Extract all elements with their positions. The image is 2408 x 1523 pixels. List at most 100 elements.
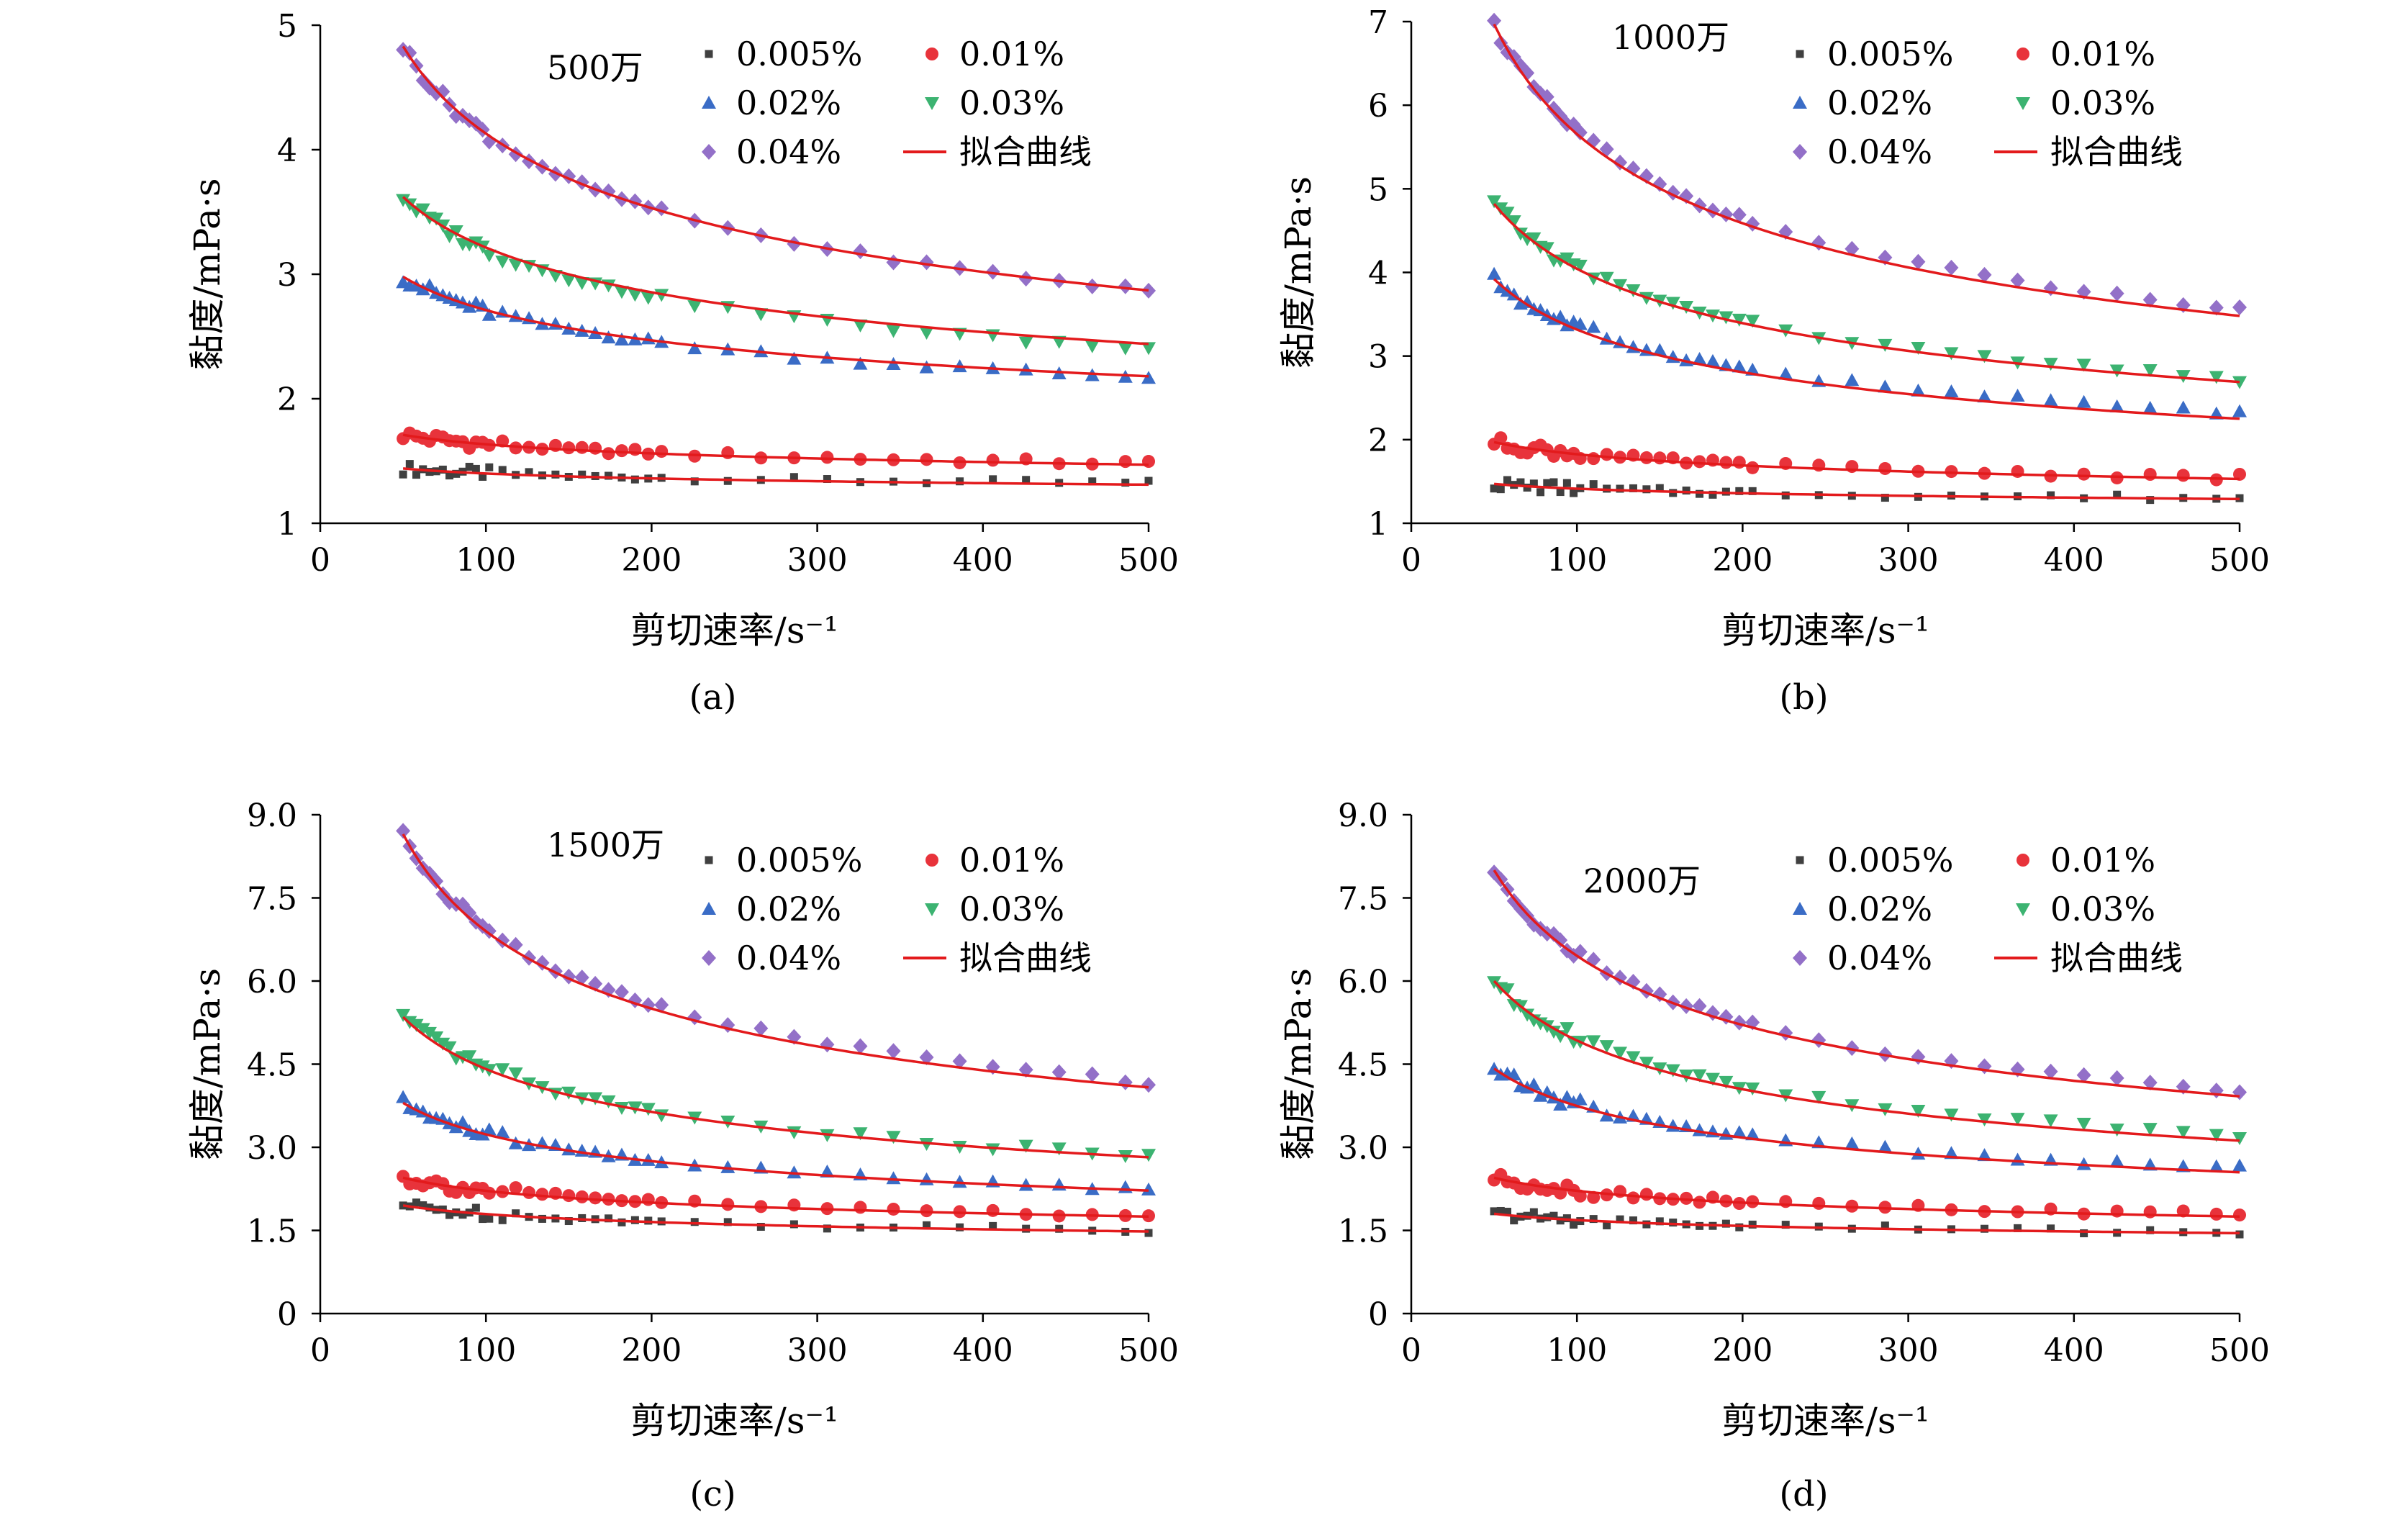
data-point: [561, 274, 576, 288]
data-point: [1781, 491, 1790, 500]
legend-marker: [925, 903, 939, 916]
panel-caption: (d): [1779, 1474, 1828, 1514]
data-point: [1732, 207, 1747, 223]
fit-curve: [1493, 203, 2240, 384]
data-point: [1911, 341, 1926, 355]
data-point: [886, 325, 901, 338]
legend-label: 0.02%: [736, 890, 841, 928]
data-point: [1599, 271, 1614, 285]
data-point: [508, 258, 523, 272]
data-point: [419, 1201, 427, 1210]
x-tick-label: 200: [621, 1332, 682, 1369]
data-point: [1732, 313, 1747, 327]
data-point: [2010, 1113, 2025, 1126]
data-point: [985, 263, 1000, 280]
data-point: [1745, 1082, 1760, 1095]
data-point: [1977, 350, 1992, 363]
legend-marker: [702, 96, 716, 109]
y-tick-label: 9.0: [1338, 797, 1388, 834]
legend-marker: [705, 856, 713, 864]
data-point: [2176, 1204, 2190, 1218]
data-point: [495, 256, 510, 269]
data-point: [508, 1067, 523, 1081]
data-point: [2010, 272, 2025, 289]
data-point: [1629, 484, 1637, 492]
data-point: [2043, 393, 2058, 407]
data-point: [1748, 487, 1757, 495]
data-point: [471, 464, 480, 473]
data-point: [1719, 311, 1734, 325]
legend-marker: [1793, 144, 1807, 160]
data-point: [2010, 1152, 2025, 1166]
y-tick-label: 2: [277, 381, 297, 418]
data-point: [1746, 461, 1760, 474]
data-point: [919, 326, 934, 340]
data-point: [522, 1185, 536, 1199]
data-point: [409, 1018, 424, 1032]
data-point: [1543, 479, 1552, 487]
data-point: [525, 468, 533, 476]
data-point: [1778, 1025, 1793, 1041]
data-point: [471, 1203, 480, 1212]
data-point: [415, 203, 430, 217]
data-point: [2142, 364, 2158, 378]
data-point: [601, 330, 616, 344]
y-tick-label: 6: [1368, 88, 1388, 125]
series-group: [1487, 12, 2247, 505]
data-point: [1845, 1136, 1860, 1149]
y-tick-label: 5: [1368, 171, 1388, 208]
legend: 0.005% 0.01% 0.02% 0.03% 0.04% 拟合曲线: [702, 841, 1092, 977]
data-point: [2209, 299, 2224, 316]
data-point: [923, 1221, 931, 1229]
data-point: [465, 463, 474, 471]
data-point: [687, 300, 702, 314]
data-point: [854, 1201, 867, 1214]
data-point: [1878, 379, 1893, 393]
data-point: [1556, 1216, 1565, 1225]
data-point: [687, 341, 702, 355]
y-tick-label: 7.5: [247, 881, 297, 918]
legend-label: 0.005%: [736, 841, 862, 880]
data-point: [1977, 389, 1992, 403]
data-point: [823, 1224, 831, 1233]
data-point: [479, 472, 487, 481]
panel-annotation: 500万: [547, 48, 643, 87]
data-point: [1705, 353, 1720, 367]
data-point: [2232, 299, 2247, 316]
data-point: [1732, 359, 1747, 373]
data-point: [1719, 456, 1733, 469]
data-point: [2209, 371, 2224, 384]
y-tick-label: 2: [1368, 422, 1388, 459]
data-point: [1745, 315, 1760, 328]
data-point: [787, 235, 802, 252]
data-point: [789, 1220, 798, 1229]
data-point: [442, 1041, 457, 1054]
data-point: [1051, 1142, 1067, 1156]
legend-label: 拟合曲线: [959, 132, 1092, 171]
data-point: [564, 1217, 573, 1226]
data-point: [654, 1109, 669, 1123]
data-point: [2077, 467, 2091, 481]
data-point: [574, 1144, 589, 1157]
data-point: [1944, 259, 1959, 276]
data-point: [1692, 1069, 1707, 1083]
legend-label: 0.005%: [736, 35, 862, 73]
data-point: [1118, 1074, 1133, 1090]
data-point: [1549, 478, 1558, 487]
data-point: [1520, 908, 1535, 924]
data-point: [1051, 1064, 1067, 1080]
data-point: [509, 441, 522, 455]
legend-marker: [925, 48, 938, 60]
data-point: [1746, 1195, 1760, 1208]
legend-label: 0.02%: [736, 83, 841, 122]
data-point: [641, 1152, 656, 1166]
fit-curve: [402, 1016, 1149, 1159]
y-tick-label: 3.0: [1338, 1130, 1388, 1167]
chart-panel-a: 1 2 3 4 5 0 100 200 300 400 500 剪切速率/s⁻¹ 黏度/mPa·s (a)…: [186, 8, 1179, 718]
y-tick-label: 6.0: [1338, 964, 1388, 1000]
y-tick-label: 3.0: [247, 1130, 297, 1167]
data-point: [2080, 1229, 2088, 1237]
data-point: [2010, 388, 2025, 402]
legend-marker: [2017, 854, 2029, 867]
